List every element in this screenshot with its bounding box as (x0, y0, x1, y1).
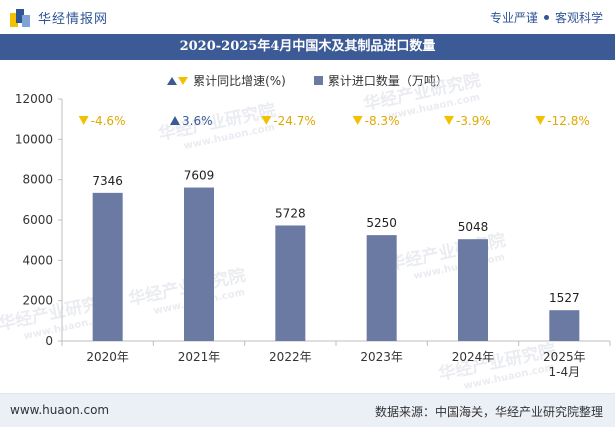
bar (366, 235, 397, 341)
logo-icon (10, 8, 30, 27)
legend-item-volume: 累计进口数量（万吨） (313, 72, 448, 89)
footer-website: www.huaon.com (10, 403, 110, 417)
growth-down-marker (535, 116, 546, 125)
growth-down-marker (352, 116, 363, 125)
x-tick-label: 2023年 (360, 350, 403, 364)
growth-down-marker (444, 116, 454, 125)
down-triangle-icon (178, 76, 189, 85)
bar-value-label: 5250 (366, 216, 397, 230)
bar-value-label: 7609 (184, 169, 215, 183)
x-tick-label: 2024年 (452, 350, 495, 364)
up-triangle-icon (167, 76, 178, 85)
bar (458, 239, 488, 341)
growth-label: 3.6% (182, 114, 213, 128)
slogan-left: 专业严谨 (489, 11, 538, 25)
top-bar: 华经情报网 专业严谨 客观科学 (0, 0, 615, 34)
x-tick-label: 2020年 (86, 350, 129, 364)
x-tick-label: 2025年 (543, 350, 586, 364)
growth-label: -3.9% (456, 114, 491, 128)
x-tick-label: 2021年 (178, 350, 221, 364)
legend-swatch-volume (313, 76, 323, 85)
chart-title-bar: 2020-2025年4月中国木及其制品进口数量 (0, 34, 615, 60)
legend-label-growth: 累计同比增速(%) (193, 74, 286, 88)
bar (184, 187, 214, 341)
bar (92, 192, 123, 341)
growth-label: -8.3% (365, 114, 400, 128)
bar-value-label: 7346 (92, 174, 123, 188)
logo: 华经情报网 (10, 8, 108, 27)
legend-item-growth: 累计同比增速(%) (167, 72, 286, 89)
y-tick-label: 6000 (22, 213, 53, 227)
y-tick-label: 4000 (22, 253, 53, 267)
legend-label-volume: 累计进口数量（万吨） (327, 74, 448, 88)
bar (549, 310, 580, 341)
footer-source: 数据来源：中国海关，华经产业研究院整理 (374, 405, 603, 419)
chart-title: 2020-2025年4月中国木及其制品进口数量 (179, 39, 436, 54)
footer: www.huaon.com 数据来源：中国海关，华经产业研究院整理 (0, 393, 615, 427)
bar-value-label: 5048 (458, 220, 489, 234)
y-tick-label: 10000 (15, 132, 53, 146)
slogan: 专业严谨 客观科学 (490, 9, 603, 26)
x-tick-label: 2022年 (269, 350, 312, 364)
growth-label: -24.7% (273, 114, 315, 128)
y-tick-label: 12000 (15, 92, 53, 106)
y-tick-label: 2000 (22, 294, 53, 308)
growth-down-marker (261, 116, 272, 125)
bar (275, 225, 306, 341)
x-tick-label: 1-4月 (549, 365, 581, 379)
growth-label: -4.6% (91, 114, 126, 128)
slogan-right: 客观科学 (554, 11, 603, 25)
growth-down-marker (78, 116, 89, 125)
growth-up-marker (170, 116, 180, 125)
logo-text: 华经情报网 (38, 12, 109, 27)
y-tick-label: 8000 (22, 173, 53, 187)
bar-value-label: 5728 (275, 206, 306, 220)
slogan-dot-icon (543, 15, 549, 20)
bar-chart: 华经产业研究院www.huaon.com华经产业研究院www.huaon.com… (0, 70, 611, 392)
chart-legend: 累计同比增速(%) 累计进口数量（万吨） (0, 72, 615, 89)
y-tick-label: 0 (45, 334, 53, 348)
growth-label: -12.8% (547, 114, 589, 128)
bar-value-label: 1527 (549, 291, 580, 305)
